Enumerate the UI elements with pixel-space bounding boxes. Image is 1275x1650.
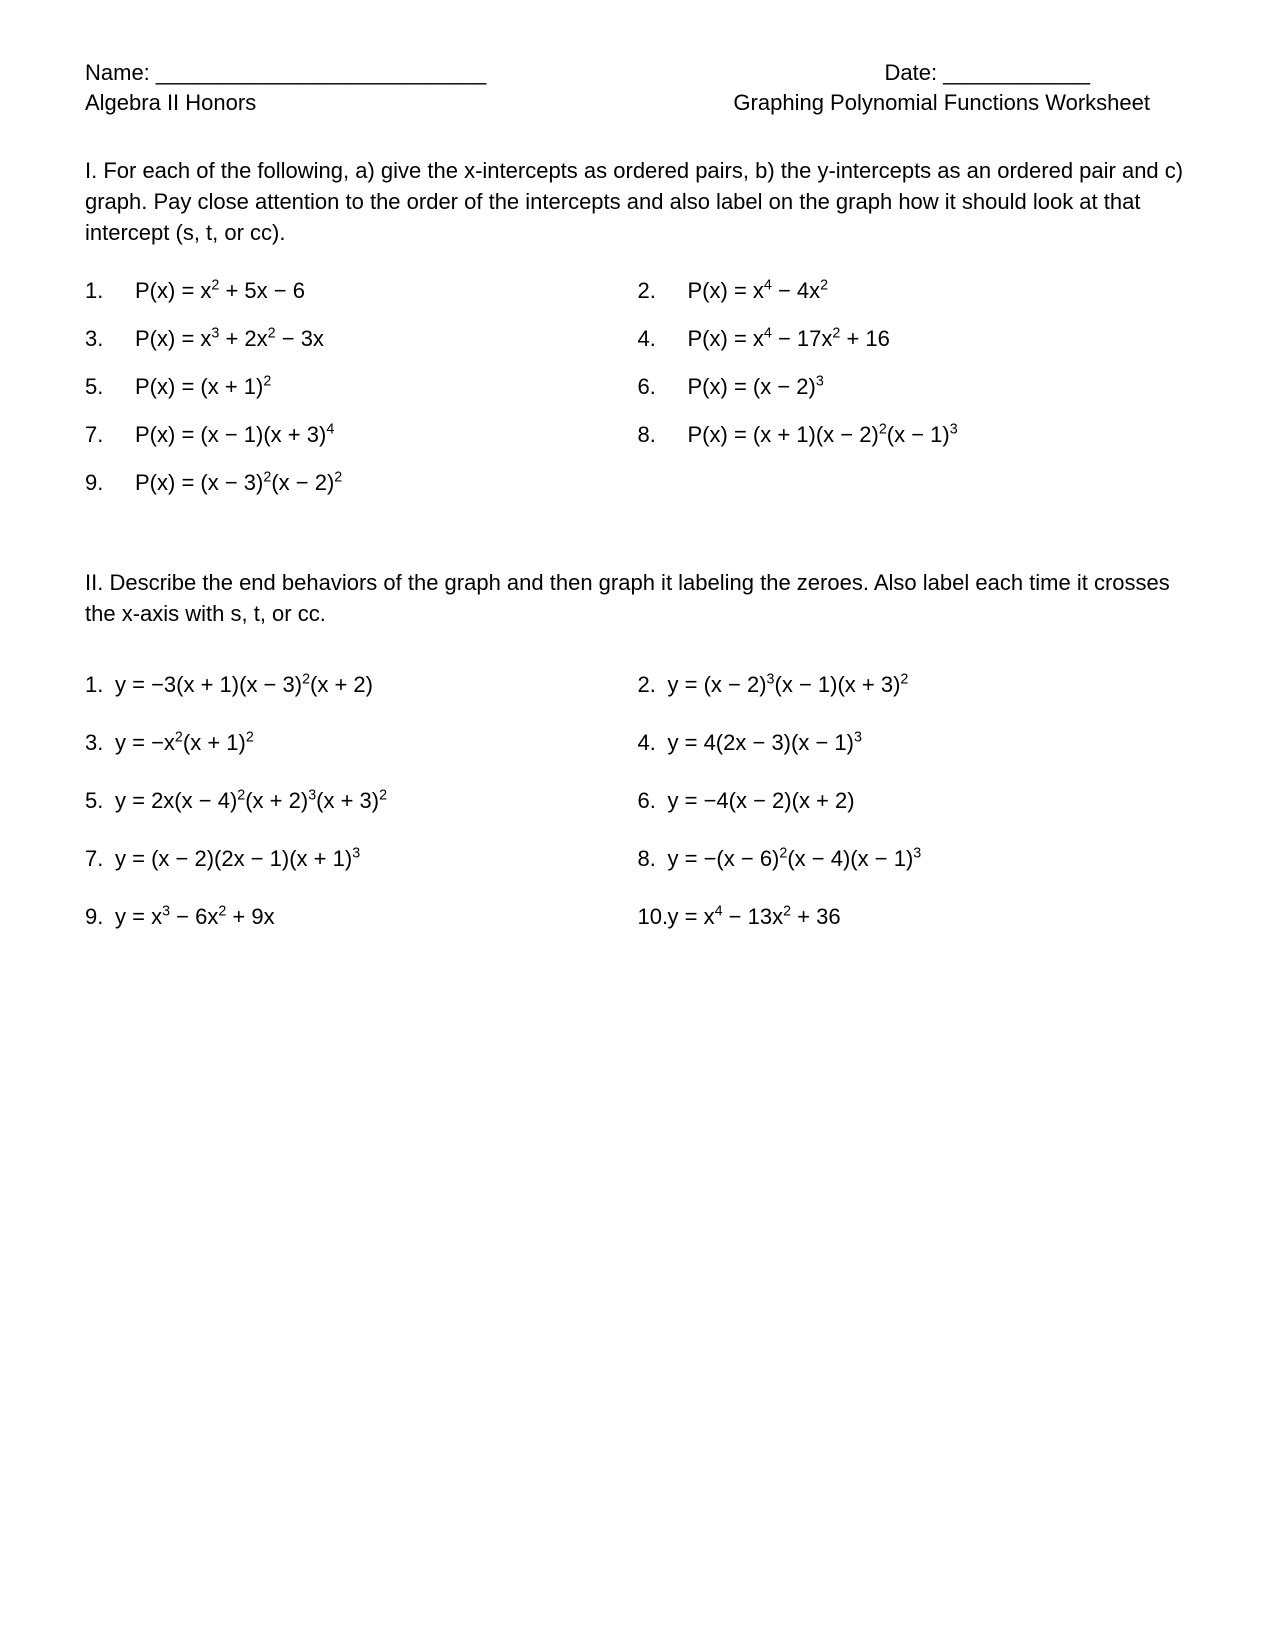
- name-field: Name: ___________________________: [85, 60, 486, 86]
- course-label: Algebra II Honors: [85, 90, 256, 116]
- section2-problems: 1.y = −3(x + 1)(x − 3)2(x + 2)2.y = (x −…: [85, 672, 1190, 930]
- problem-number: 8.: [638, 422, 688, 448]
- problem-item: 9.P(x) = (x − 3)2(x − 2)2: [85, 470, 638, 496]
- problem-equation: y = −4(x − 2)(x + 2): [668, 788, 855, 814]
- worksheet-page: Name: ___________________________ Date: …: [0, 0, 1275, 1650]
- problem-equation: P(x) = (x − 3)2(x − 2)2: [135, 470, 342, 496]
- problem-item: 10.y = x4 − 13x2 + 36: [638, 904, 1191, 930]
- problem-item: 6.y = −4(x − 2)(x + 2): [638, 788, 1191, 814]
- problem-item: 8.y = −(x − 6)2(x − 4)(x − 1)3: [638, 846, 1191, 872]
- problem-number: 7.: [85, 846, 115, 872]
- problem-equation: y = x4 − 13x2 + 36: [668, 904, 841, 930]
- problem-equation: P(x) = (x − 1)(x + 3)4: [135, 422, 334, 448]
- problem-equation: P(x) = (x + 1)2: [135, 374, 271, 400]
- problem-equation: y = 2x(x − 4)2(x + 2)3(x + 3)2: [115, 788, 387, 814]
- problem-equation: y = 4(2x − 3)(x − 1)3: [668, 730, 862, 756]
- problem-number: 7.: [85, 422, 135, 448]
- problem-equation: y = x3 − 6x2 + 9x: [115, 904, 275, 930]
- problem-item: 8.P(x) = (x + 1)(x − 2)2(x − 1)3: [638, 422, 1191, 448]
- problem-number: 10.: [638, 904, 668, 930]
- problem-number: 4.: [638, 326, 688, 352]
- problem-item: 5.P(x) = (x + 1)2: [85, 374, 638, 400]
- problem-number: 3.: [85, 730, 115, 756]
- problem-equation: y = (x − 2)3(x − 1)(x + 3)2: [668, 672, 909, 698]
- problem-item: 3.y = −x2(x + 1)2: [85, 730, 638, 756]
- problem-item: 5.y = 2x(x − 4)2(x + 2)3(x + 3)2: [85, 788, 638, 814]
- problem-number: 6.: [638, 788, 668, 814]
- section2-instructions: II. Describe the end behaviors of the gr…: [85, 568, 1190, 630]
- problem-equation: P(x) = x4 − 4x2: [688, 278, 829, 304]
- problem-item: 1.y = −3(x + 1)(x − 3)2(x + 2): [85, 672, 638, 698]
- problem-number: 8.: [638, 846, 668, 872]
- problem-item: 3.P(x) = x3 + 2x2 − 3x: [85, 326, 638, 352]
- section1-instructions: I. For each of the following, a) give th…: [85, 156, 1190, 248]
- problem-number: 2.: [638, 278, 688, 304]
- problem-equation: P(x) = x2 + 5x − 6: [135, 278, 305, 304]
- problem-equation: P(x) = (x + 1)(x − 2)2(x − 1)3: [688, 422, 958, 448]
- problem-number: 5.: [85, 374, 135, 400]
- problem-number: 3.: [85, 326, 135, 352]
- problem-item: 1.P(x) = x2 + 5x − 6: [85, 278, 638, 304]
- date-field: Date: ____________: [884, 60, 1190, 86]
- problem-number: 9.: [85, 470, 135, 496]
- problem-item: 6.P(x) = (x − 2)3: [638, 374, 1191, 400]
- problem-number: 2.: [638, 672, 668, 698]
- problem-item: 4.y = 4(2x − 3)(x − 1)3: [638, 730, 1191, 756]
- problem-equation: P(x) = x3 + 2x2 − 3x: [135, 326, 324, 352]
- problem-item: 4.P(x) = x4 − 17x2 + 16: [638, 326, 1191, 352]
- problem-number: 4.: [638, 730, 668, 756]
- problem-equation: y = −x2(x + 1)2: [115, 730, 254, 756]
- section1-problems: 1.P(x) = x2 + 5x − 62.P(x) = x4 − 4x23.P…: [85, 278, 1190, 496]
- problem-number: 9.: [85, 904, 115, 930]
- problem-equation: y = −(x − 6)2(x − 4)(x − 1)3: [668, 846, 922, 872]
- problem-number: 6.: [638, 374, 688, 400]
- problem-item: 7.y = (x − 2)(2x − 1)(x + 1)3: [85, 846, 638, 872]
- problem-item: 2.y = (x − 2)3(x − 1)(x + 3)2: [638, 672, 1191, 698]
- problem-equation: P(x) = (x − 2)3: [688, 374, 824, 400]
- problem-equation: y = (x − 2)(2x − 1)(x + 1)3: [115, 846, 360, 872]
- problem-item: 7.P(x) = (x − 1)(x + 3)4: [85, 422, 638, 448]
- problem-equation: P(x) = x4 − 17x2 + 16: [688, 326, 890, 352]
- problem-item: 9.y = x3 − 6x2 + 9x: [85, 904, 638, 930]
- worksheet-title: Graphing Polynomial Functions Worksheet: [733, 90, 1190, 116]
- subheader-row: Algebra II Honors Graphing Polynomial Fu…: [85, 90, 1190, 116]
- problem-number: 5.: [85, 788, 115, 814]
- header-row: Name: ___________________________ Date: …: [85, 60, 1190, 86]
- problem-equation: y = −3(x + 1)(x − 3)2(x + 2): [115, 672, 373, 698]
- problem-number: 1.: [85, 672, 115, 698]
- problem-number: 1.: [85, 278, 135, 304]
- problem-item: 2.P(x) = x4 − 4x2: [638, 278, 1191, 304]
